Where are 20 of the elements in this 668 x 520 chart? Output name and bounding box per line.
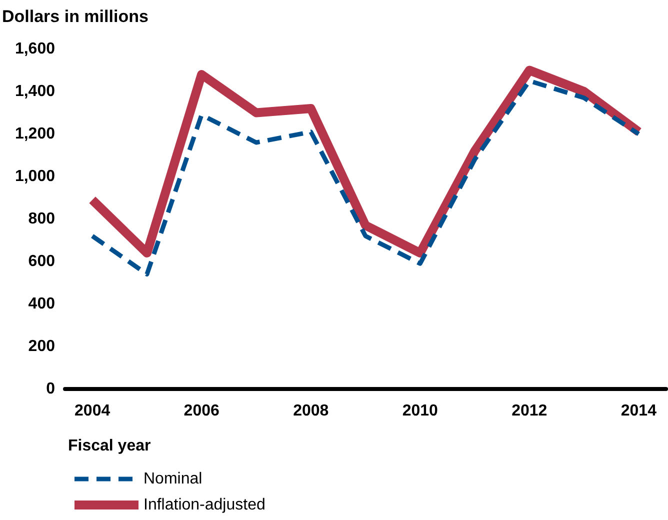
y-tick-label: 600 [28,253,56,270]
y-tick-label: 1,600 [14,40,56,58]
x-tick-label: 2012 [512,402,548,420]
y-tick-label: 0 [46,380,56,398]
x-tick-label: 2008 [293,402,329,420]
line-series [90,78,641,276]
y-axis-title: Dollars in millions [2,7,148,26]
y-tick-label: 200 [28,338,56,355]
y-tick-label: 1,200 [14,126,56,142]
legend-label: Nominal [144,470,202,488]
y-tick-label: 1,000 [14,168,56,185]
y-tick-label: 800 [28,210,56,228]
y-tick-label: 1,400 [14,83,56,100]
x-tick-label: 2004 [74,402,110,420]
x-axis-title: Fiscal year [68,438,151,454]
x-tick-label: 2006 [184,402,220,420]
legend-label: Inflation-adjusted [144,496,266,514]
y-tick-label: 400 [28,296,56,312]
x-tick-label: 2010 [402,402,438,420]
x-tick-label: 2014 [620,402,657,420]
